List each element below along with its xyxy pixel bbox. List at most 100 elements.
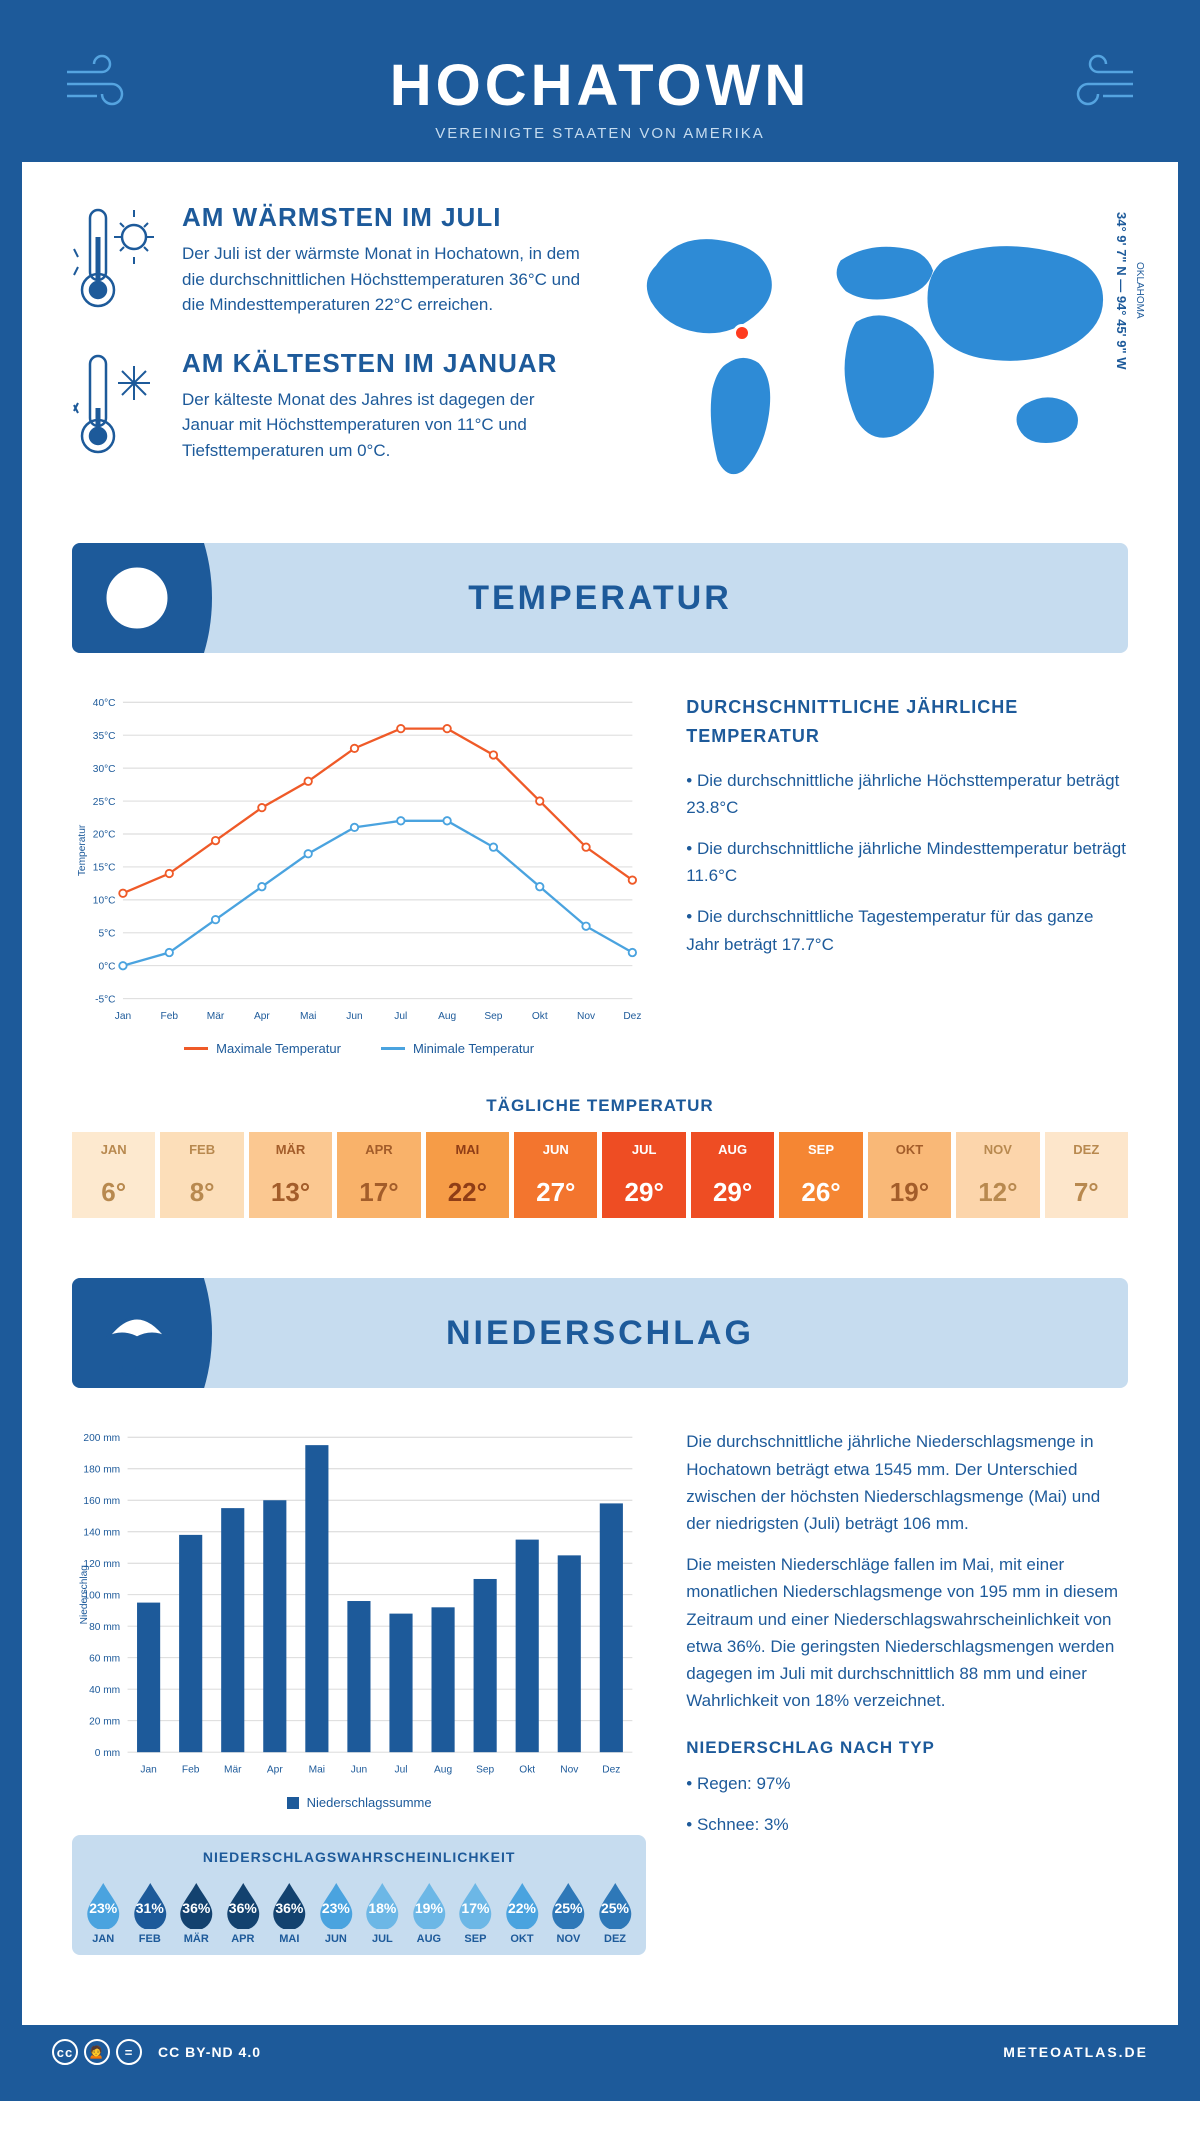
svg-text:Jul: Jul <box>394 1765 407 1776</box>
svg-text:Sep: Sep <box>484 1011 502 1022</box>
svg-text:Aug: Aug <box>438 1011 456 1022</box>
wind-icon-left <box>62 52 132 125</box>
header: HOCHATOWN VEREINIGTE STAATEN VON AMERIKA <box>22 22 1178 162</box>
svg-text:5°C: 5°C <box>98 928 115 939</box>
svg-text:10°C: 10°C <box>93 896 116 907</box>
temp-chart: -5°C0°C5°C10°C15°C20°C25°C30°C35°C40°CJa… <box>72 693 646 1056</box>
precip-banner: NIEDERSCHLAG <box>72 1278 1128 1388</box>
warmest-text: Der Juli ist der wärmste Monat in Hochat… <box>182 241 585 318</box>
thermometer-cold-icon <box>72 348 162 464</box>
svg-text:Apr: Apr <box>267 1765 283 1776</box>
temp-cell: APR17° <box>337 1132 420 1218</box>
svg-text:80 mm: 80 mm <box>89 1622 120 1633</box>
svg-text:20 mm: 20 mm <box>89 1717 120 1728</box>
temp-stats: DURCHSCHNITTLICHE JÄHRLICHE TEMPERATUR •… <box>686 693 1128 1056</box>
page-subtitle: VEREINIGTE STAATEN VON AMERIKA <box>42 125 1158 142</box>
temp-cell: FEB8° <box>160 1132 243 1218</box>
warmest-block: AM WÄRMSTEN IM JULI Der Juli ist der wär… <box>72 202 585 318</box>
svg-text:30°C: 30°C <box>93 764 116 775</box>
prob-box: NIEDERSCHLAGSWAHRSCHEINLICHKEIT 23%JAN31… <box>72 1835 646 1955</box>
precip-row: 0 mm20 mm40 mm60 mm80 mm100 mm120 mm140 … <box>72 1428 1128 1955</box>
prob-cell: 25%NOV <box>547 1879 590 1945</box>
license-label: CC BY-ND 4.0 <box>158 2044 261 2060</box>
temp-cell: DEZ7° <box>1045 1132 1128 1218</box>
temp-cell: MÄR13° <box>249 1132 332 1218</box>
svg-text:15°C: 15°C <box>93 863 116 874</box>
svg-text:Mär: Mär <box>207 1011 225 1022</box>
prob-cell: 23%JAN <box>82 1879 125 1945</box>
svg-text:Nov: Nov <box>577 1011 596 1022</box>
prob-cell: 36%APR <box>222 1879 265 1945</box>
precip-legend: Niederschlagssumme <box>72 1795 646 1810</box>
svg-text:40 mm: 40 mm <box>89 1685 120 1696</box>
temperature-banner: TEMPERATUR <box>72 543 1128 653</box>
svg-text:Apr: Apr <box>254 1011 270 1022</box>
svg-text:Jun: Jun <box>351 1765 367 1776</box>
svg-text:Mär: Mär <box>224 1765 242 1776</box>
prob-cell: 36%MÄR <box>175 1879 218 1945</box>
temp-legend: Maximale Temperatur Minimale Temperatur <box>72 1041 646 1056</box>
svg-text:140 mm: 140 mm <box>83 1528 120 1539</box>
sun-icon <box>92 553 182 643</box>
temp-chart-row: -5°C0°C5°C10°C15°C20°C25°C30°C35°C40°CJa… <box>72 693 1128 1056</box>
prob-grid: 23%JAN31%FEB36%MÄR36%APR36%MAI23%JUN18%J… <box>82 1879 636 1945</box>
thermometer-hot-icon <box>72 202 162 318</box>
temp-cell: JUN27° <box>514 1132 597 1218</box>
cc-icon: cc <box>52 2039 78 2065</box>
prob-cell: 17%SEP <box>454 1879 497 1945</box>
nd-icon: = <box>116 2039 142 2065</box>
svg-text:Okt: Okt <box>532 1011 548 1022</box>
svg-text:Jul: Jul <box>394 1011 407 1022</box>
svg-text:40°C: 40°C <box>93 698 116 709</box>
temp-cell: NOV12° <box>956 1132 1039 1218</box>
license-block: cc 🙍 = CC BY-ND 4.0 <box>52 2039 261 2065</box>
coldest-text: Der kälteste Monat des Jahres ist dagege… <box>182 387 585 464</box>
umbrella-icon <box>92 1288 182 1378</box>
daily-temp-title: TÄGLICHE TEMPERATUR <box>72 1096 1128 1116</box>
temp-cell: JAN6° <box>72 1132 155 1218</box>
precip-type-title: NIEDERSCHLAG NACH TYP <box>686 1734 1128 1761</box>
svg-text:Sep: Sep <box>476 1765 494 1776</box>
page-title: HOCHATOWN <box>42 52 1158 119</box>
prob-cell: 22%OKT <box>501 1879 544 1945</box>
svg-text:Mai: Mai <box>309 1765 325 1776</box>
precip-chart: 0 mm20 mm40 mm60 mm80 mm100 mm120 mm140 … <box>72 1428 646 1955</box>
intro-facts: AM WÄRMSTEN IM JULI Der Juli ist der wär… <box>72 202 585 493</box>
svg-text:200 mm: 200 mm <box>83 1433 120 1444</box>
page: HOCHATOWN VEREINIGTE STAATEN VON AMERIKA… <box>0 0 1200 2101</box>
temp-cell: JUL29° <box>602 1132 685 1218</box>
svg-text:60 mm: 60 mm <box>89 1654 120 1665</box>
svg-text:Jun: Jun <box>346 1011 362 1022</box>
prob-title: NIEDERSCHLAGSWAHRSCHEINLICHKEIT <box>82 1849 636 1865</box>
svg-text:Dez: Dez <box>602 1765 620 1776</box>
svg-text:Dez: Dez <box>623 1011 641 1022</box>
svg-text:20°C: 20°C <box>93 830 116 841</box>
daily-temp-grid: JAN6°FEB8°MÄR13°APR17°MAI22°JUN27°JUL29°… <box>72 1132 1128 1218</box>
svg-text:Feb: Feb <box>182 1765 200 1776</box>
warmest-title: AM WÄRMSTEN IM JULI <box>182 202 585 233</box>
footer: cc 🙍 = CC BY-ND 4.0 METEOATLAS.DE <box>22 2025 1178 2079</box>
svg-text:Jan: Jan <box>140 1765 156 1776</box>
svg-text:25°C: 25°C <box>93 797 116 808</box>
precip-text: Die durchschnittliche jährliche Niedersc… <box>686 1428 1128 1955</box>
svg-text:180 mm: 180 mm <box>83 1465 120 1476</box>
svg-text:Jan: Jan <box>115 1011 131 1022</box>
temp-stats-title: DURCHSCHNITTLICHE JÄHRLICHE TEMPERATUR <box>686 693 1128 751</box>
prob-cell: 19%AUG <box>408 1879 451 1945</box>
prob-cell: 23%JUN <box>315 1879 358 1945</box>
wind-icon-right <box>1068 52 1138 125</box>
svg-text:Mai: Mai <box>300 1011 316 1022</box>
temp-cell: SEP26° <box>779 1132 862 1218</box>
svg-text:0 mm: 0 mm <box>95 1748 120 1759</box>
site-label: METEOATLAS.DE <box>1003 2044 1148 2060</box>
svg-text:35°C: 35°C <box>93 731 116 742</box>
prob-cell: 25%DEZ <box>594 1879 637 1945</box>
worldmap-svg <box>615 204 1128 491</box>
svg-text:Aug: Aug <box>434 1765 452 1776</box>
temp-cell: AUG29° <box>691 1132 774 1218</box>
prob-cell: 36%MAI <box>268 1879 311 1945</box>
temperature-heading: TEMPERATUR <box>72 579 1128 618</box>
temp-cell: OKT19° <box>868 1132 951 1218</box>
svg-text:Feb: Feb <box>160 1011 178 1022</box>
coordinates: OKLAHOMA 34° 9' 7" N — 94° 45' 9" W <box>1112 212 1148 370</box>
